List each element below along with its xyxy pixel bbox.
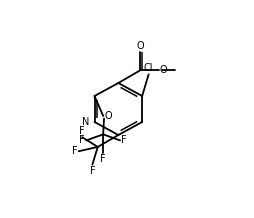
Text: F: F	[72, 146, 77, 156]
Text: O: O	[136, 41, 144, 51]
Text: F: F	[79, 126, 85, 136]
Text: F: F	[121, 135, 127, 145]
Text: F: F	[100, 154, 106, 164]
Text: F: F	[79, 135, 85, 145]
Text: F: F	[89, 166, 95, 176]
Text: O: O	[160, 65, 167, 75]
Text: O: O	[104, 111, 112, 121]
Text: Cl: Cl	[144, 63, 153, 73]
Text: N: N	[82, 117, 89, 127]
